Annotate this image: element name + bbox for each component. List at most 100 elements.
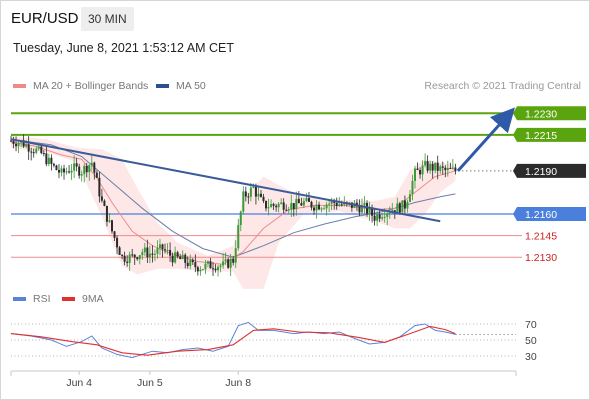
candle-body: [275, 205, 278, 208]
legend-ma50-label: MA 50: [176, 80, 206, 92]
candle-body: [290, 203, 293, 210]
candle-body: [424, 161, 427, 166]
candle-body: [42, 153, 45, 155]
candle-body: [116, 237, 119, 248]
candle-body: [30, 151, 33, 153]
candle-body: [105, 205, 108, 222]
candle-body: [403, 200, 406, 209]
legend-ma20: MA 20 + Bollinger Bands: [13, 80, 148, 92]
candle-body: [63, 168, 66, 173]
candle-body: [257, 193, 260, 197]
candle-body: [320, 208, 323, 210]
candle-body: [217, 266, 220, 271]
candle-body: [57, 169, 60, 173]
candle-body: [47, 157, 50, 165]
candle-body: [436, 162, 439, 171]
candle-body: [90, 162, 93, 166]
candle-body: [151, 253, 154, 255]
candle-body: [25, 144, 28, 147]
candle-body: [449, 167, 452, 169]
candle-body: [386, 213, 389, 217]
candle-body: [35, 148, 38, 153]
candle-body: [27, 144, 30, 152]
rsi-panel: 70 50 30: [10, 319, 537, 363]
candle-body: [270, 204, 273, 208]
rsi-tick-50: 50: [525, 335, 537, 347]
candle-body: [17, 142, 20, 147]
candle-body: [426, 161, 429, 171]
candle-body: [37, 146, 40, 149]
candle-body: [131, 254, 134, 256]
candle-body: [300, 203, 303, 206]
candle-body: [22, 140, 25, 147]
candle-body: [272, 204, 275, 206]
candle-body: [434, 162, 437, 171]
candle-body: [287, 209, 290, 211]
candle-body: [431, 163, 434, 171]
candle-body: [335, 202, 338, 207]
candle-body: [305, 198, 308, 202]
candle-body: [78, 166, 81, 176]
candle-body: [439, 166, 442, 171]
candle-body: [98, 177, 101, 197]
candle-body: [40, 146, 43, 154]
legend-rsi-label: RSI: [33, 293, 51, 305]
candle-body: [398, 203, 401, 213]
time-label-jun-8: Jun 8: [225, 377, 251, 389]
rsi-ma-line: [10, 325, 456, 356]
candle-body: [406, 201, 409, 209]
candle-body: [141, 252, 144, 256]
candle-body: [146, 247, 149, 258]
candle-body: [282, 202, 285, 210]
trendline: [10, 138, 441, 223]
candle-body: [123, 255, 126, 262]
candle-body: [297, 198, 300, 204]
candle-body: [118, 247, 121, 255]
candle-body: [340, 204, 343, 206]
candle-body: [148, 253, 151, 258]
timeframe-badge[interactable]: 30 MIN: [81, 7, 134, 31]
candle-body: [108, 220, 111, 222]
candle-body: [383, 216, 386, 218]
candle-body: [88, 165, 91, 173]
candle-body: [441, 166, 444, 168]
candle-body: [242, 191, 245, 212]
candle-body: [280, 202, 283, 204]
candles: [10, 134, 457, 277]
price-tag-box-1.2190: [513, 163, 586, 178]
candle-body: [219, 265, 222, 267]
candle-body: [414, 168, 416, 181]
candle-body: [68, 171, 71, 173]
candle-body: [315, 204, 318, 211]
candle-body: [381, 217, 384, 219]
price-tag-box-1.2230: [513, 106, 586, 121]
candle-body: [338, 204, 341, 207]
candle-body: [318, 204, 321, 210]
candle-body: [113, 231, 116, 238]
candle-body: [143, 247, 146, 253]
candle-body: [166, 250, 169, 252]
candle-body: [153, 253, 156, 255]
datetime-label: Tuesday, June 8, 2021 1:53:12 AM CET: [13, 41, 234, 55]
candle-body: [454, 167, 457, 172]
candle-body: [186, 262, 189, 267]
candle-body: [419, 170, 422, 175]
candle-body: [358, 206, 361, 213]
candle-body: [393, 210, 396, 213]
candle-body: [15, 143, 18, 147]
candle-body: [121, 254, 124, 256]
candle-body: [234, 248, 237, 263]
candle-body: [416, 168, 419, 171]
candle-body: [93, 162, 96, 173]
candle-body: [194, 262, 197, 268]
candle-body: [95, 172, 98, 178]
candle-body: [429, 163, 432, 171]
candle-body: [239, 211, 242, 226]
candle-body: [408, 194, 411, 202]
candle-body: [328, 203, 331, 205]
candle-body: [292, 203, 295, 210]
candle-body: [368, 207, 371, 214]
time-label-jun-5: Jun 5: [137, 377, 163, 389]
candle-body: [179, 256, 182, 260]
